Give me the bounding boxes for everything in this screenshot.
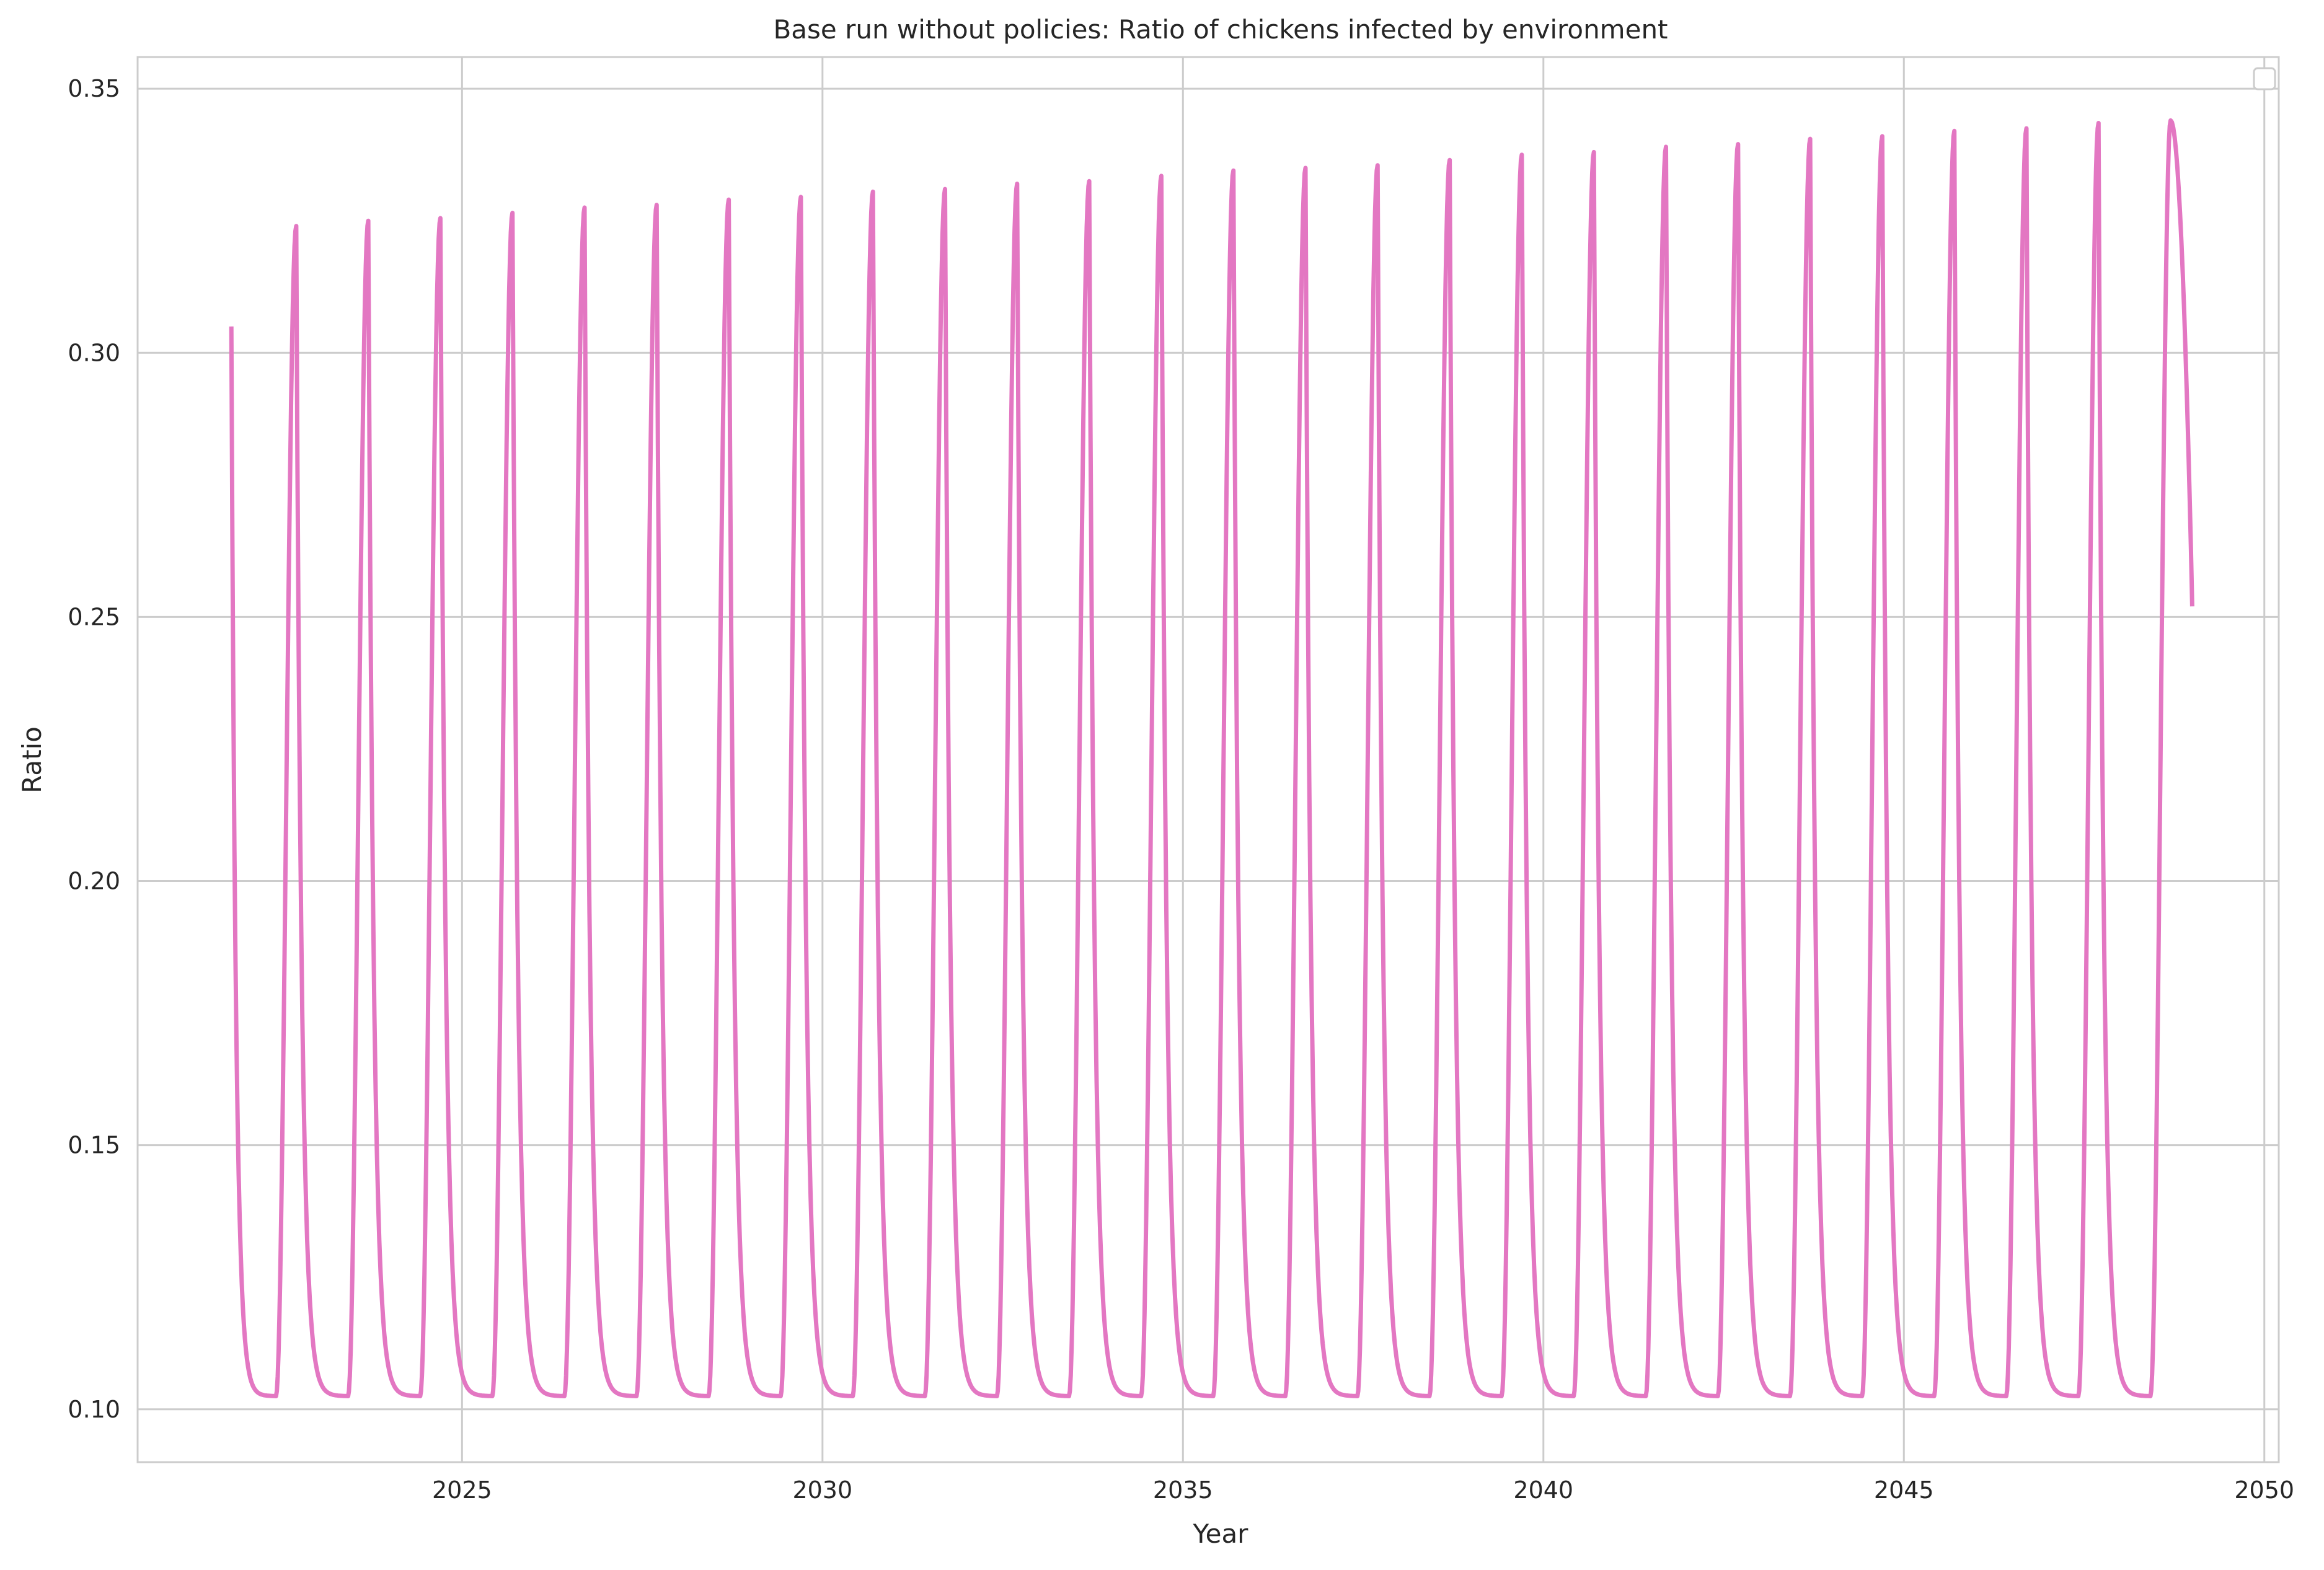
y-tick-label: 0.35	[68, 75, 120, 102]
legend-box	[2253, 67, 2276, 90]
y-tick-label: 0.25	[68, 603, 120, 630]
y-tick-label: 0.20	[68, 868, 120, 895]
x-tick-label: 2030	[792, 1476, 852, 1504]
x-tick-label: 2025	[432, 1476, 492, 1504]
plot-background	[138, 57, 2279, 1462]
x-tick-label: 2035	[1153, 1476, 1213, 1504]
y-tick-label: 0.10	[68, 1396, 120, 1423]
y-axis-label: Ratio	[17, 726, 47, 793]
series-layer	[229, 118, 2194, 1398]
plot-frame	[136, 56, 2280, 1463]
tick-labels: 2025 2030 2035 2040 2045 2050 0.10 0.15 0.20 0.25…	[68, 75, 2294, 1504]
x-tick-label: 2040	[1513, 1476, 1573, 1504]
chart-title: Base run without policies: Ratio of chic…	[773, 14, 1668, 45]
y-tick-label: 0.30	[68, 339, 120, 366]
x-tick-label: 2050	[2234, 1476, 2294, 1504]
grid-lines	[138, 57, 2279, 1462]
x-tick-label: 2045	[1874, 1476, 1934, 1504]
y-tick-label: 0.15	[68, 1132, 120, 1159]
x-axis-label: Year	[1193, 1519, 1249, 1549]
series-line	[229, 118, 2194, 1398]
